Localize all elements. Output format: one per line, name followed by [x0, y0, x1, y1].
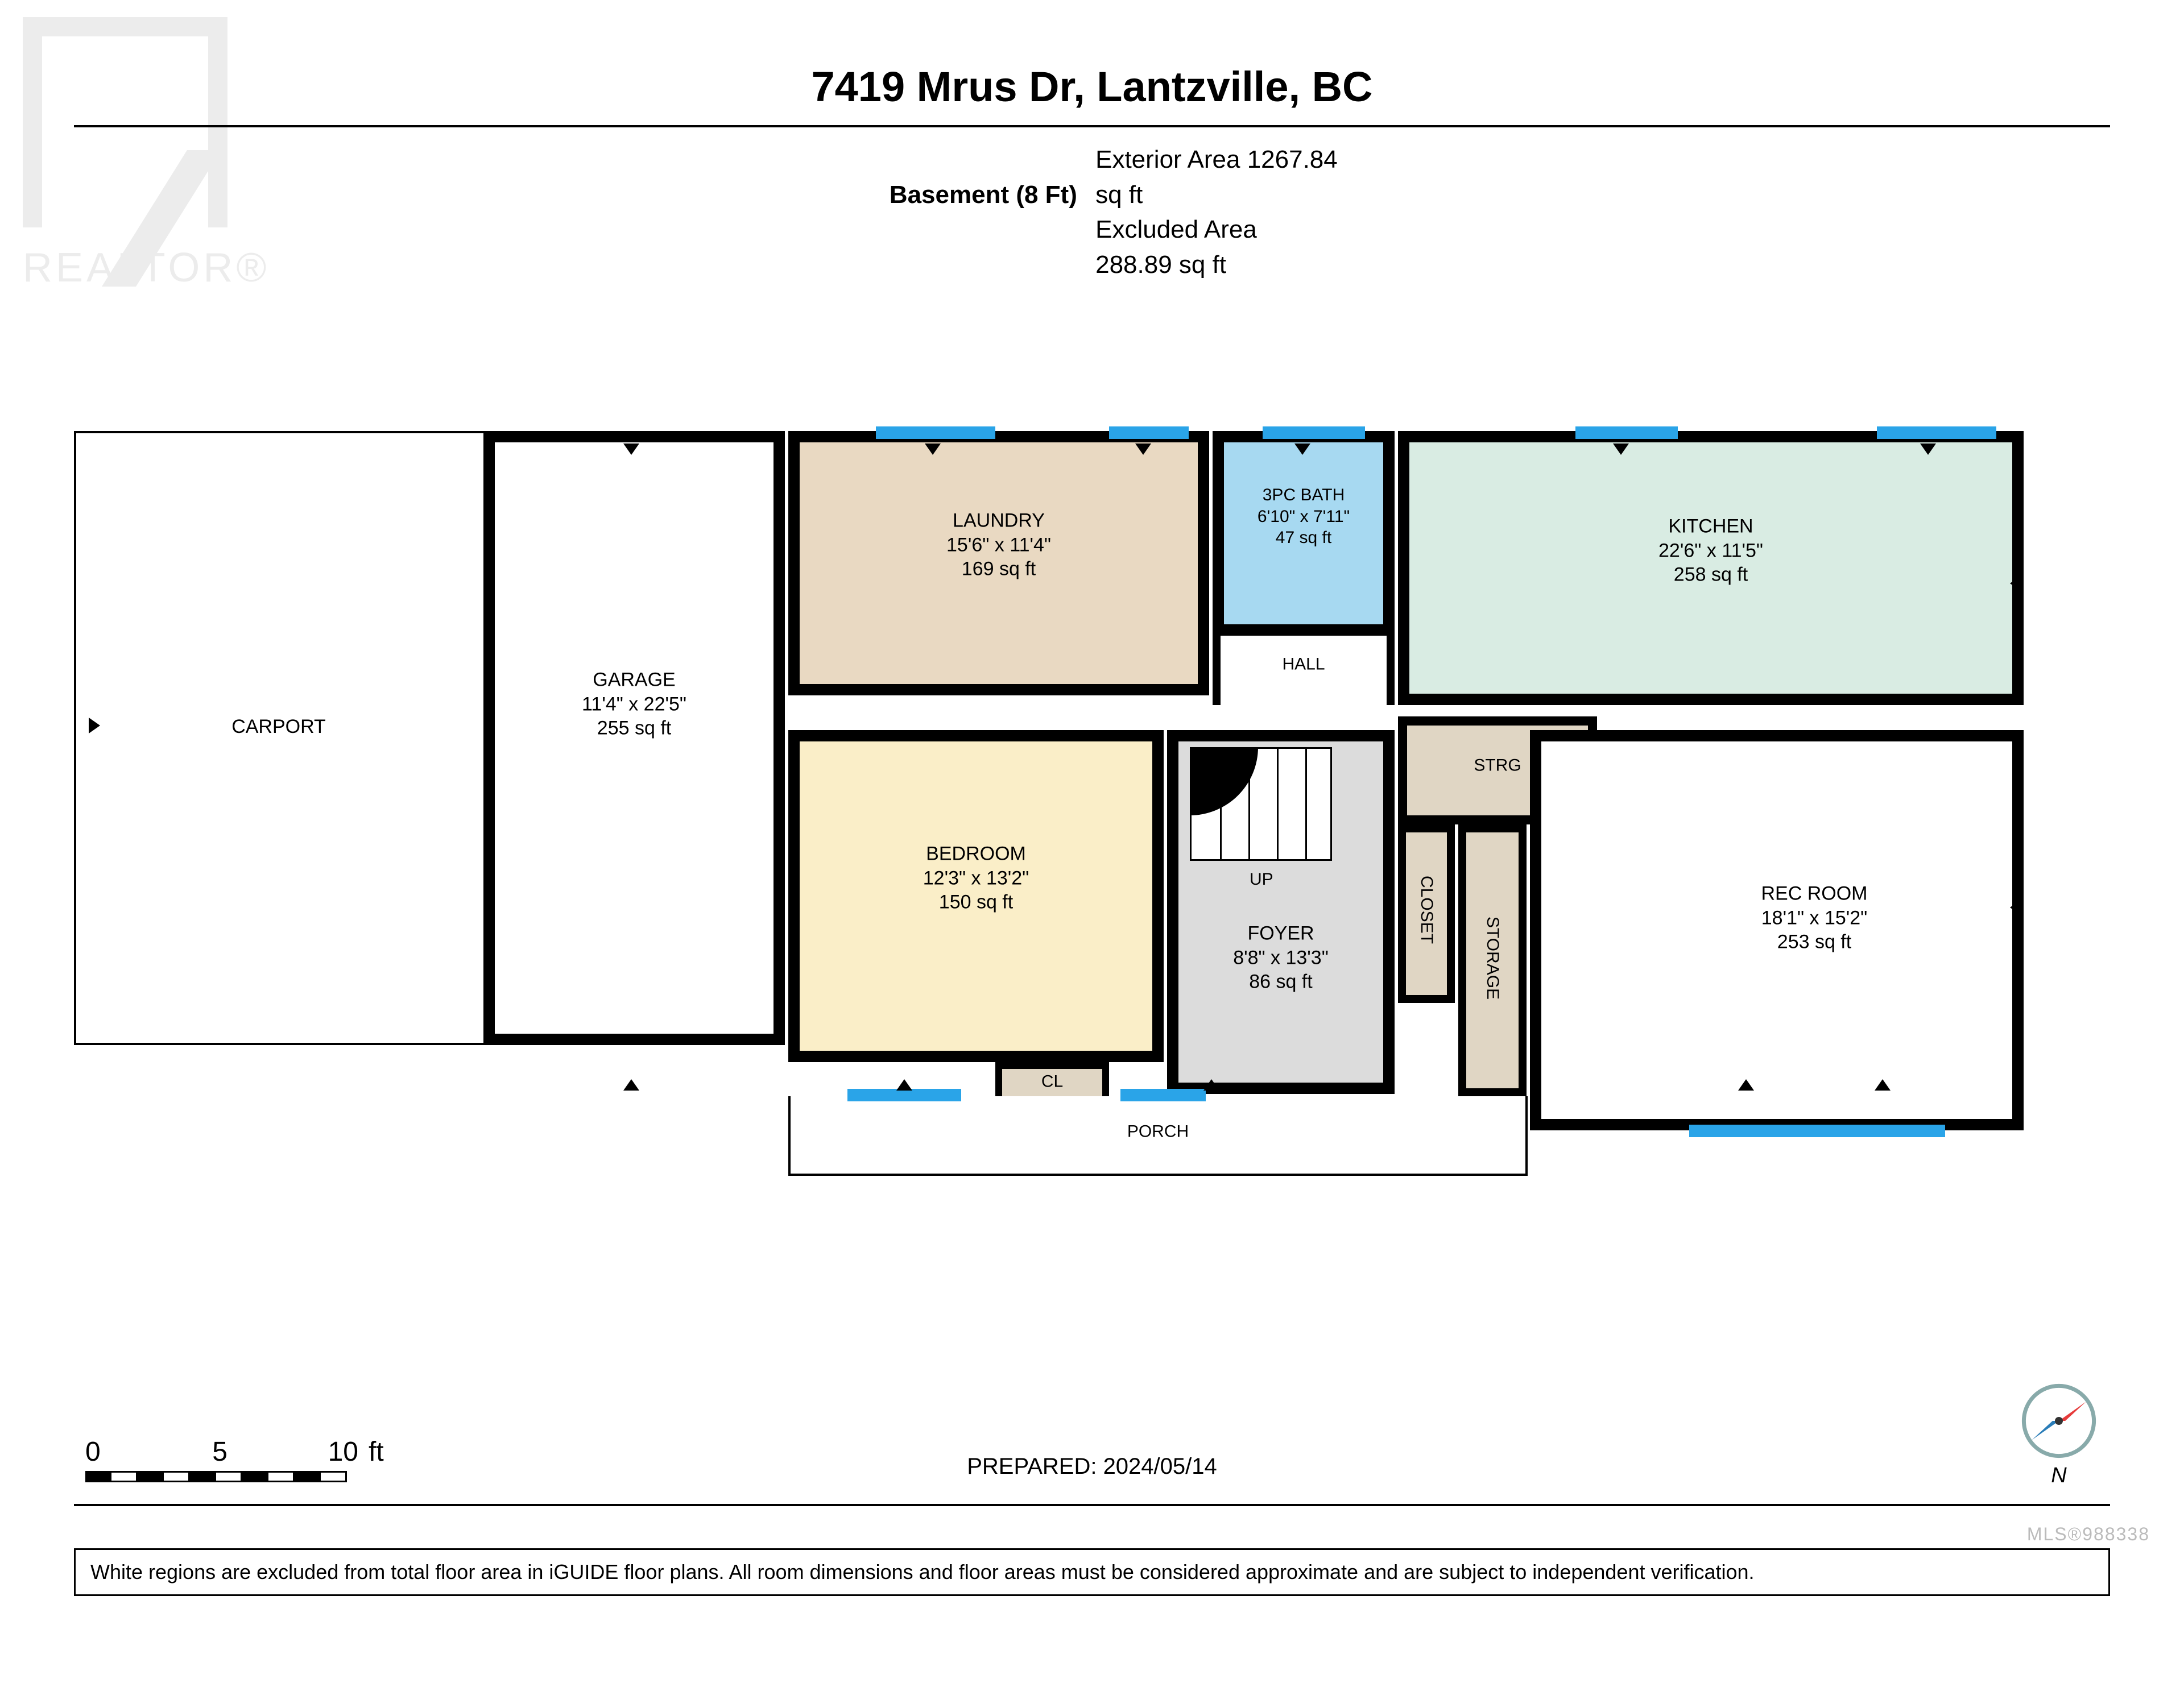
wall-arrow: [1613, 443, 1629, 455]
window: [876, 426, 995, 439]
wall-arrow: [1875, 1079, 1891, 1091]
room-label-porch: PORCH: [1127, 1121, 1189, 1142]
floor-plan: CARPORT GARAGE11'4" x 22'5"255 sq ft LAUND…: [74, 421, 2110, 1217]
stairs: [1190, 747, 1332, 861]
wall-arrow: [89, 718, 100, 733]
compass-icon: N: [2019, 1381, 2099, 1488]
room-label-rec: REC ROOM18'1" x 15'2"253 sq ft: [1761, 881, 1868, 954]
prepared-line: PREPARED: 2024/05/14: [967, 1454, 1217, 1479]
page-title: 7419 Mrus Dr, Lantzville, BC: [811, 63, 1372, 111]
wall-arrow: [1738, 1079, 1754, 1091]
stairs-label: UP: [1250, 870, 1273, 889]
level-label: Basement (8 Ft): [890, 181, 1077, 209]
disclaimer: White regions are excluded from total fl…: [74, 1548, 2110, 1596]
room-label-laundry: LAUNDRY15'6" x 11'4"169 sq ft: [946, 508, 1051, 581]
footer-rule: [74, 1504, 2110, 1506]
window: [1120, 1089, 1206, 1101]
wall-arrow: [2010, 575, 2021, 591]
window: [1263, 426, 1365, 439]
room-label-kitchen: KITCHEN22'6" x 11'5"258 sq ft: [1658, 514, 1763, 587]
room-label-carport: CARPORT: [231, 715, 326, 739]
room-label-hall: HALL: [1282, 653, 1325, 675]
wall-arrow: [925, 443, 941, 455]
wall-arrow: [2010, 900, 2021, 915]
wall-arrow: [896, 1079, 912, 1091]
window: [1689, 1125, 1945, 1137]
room-label-strg: STRG: [1474, 755, 1521, 776]
wall-arrow: [1294, 443, 1310, 455]
room-label-storage2: STORAGE: [1482, 917, 1503, 1000]
room-label-closet: CLOSET: [1416, 876, 1437, 944]
mls-mark: MLS®988338: [2027, 1524, 2150, 1545]
room-label-cl: CL: [1041, 1071, 1063, 1092]
window: [1877, 426, 1996, 439]
window: [1575, 426, 1678, 439]
room-label-bath: 3PC BATH6'10" x 7'11"47 sq ft: [1258, 484, 1350, 549]
room-label-garage: GARAGE11'4" x 22'5"255 sq ft: [582, 668, 686, 740]
wall-arrow: [1135, 443, 1151, 455]
wall-arrow: [623, 443, 639, 455]
window: [847, 1089, 961, 1101]
wall-arrow: [1920, 443, 1936, 455]
wall-arrow: [623, 1079, 639, 1091]
room-label-bedroom: BEDROOM12'3" x 13'2"150 sq ft: [923, 842, 1029, 914]
subheader: Basement (8 Ft) Exterior Area 1267.84 sq…: [0, 142, 2184, 282]
room-label-foyer: FOYER8'8" x 13'3"86 sq ft: [1233, 921, 1329, 994]
header-rule: [74, 125, 2110, 127]
window: [1109, 426, 1189, 439]
scale-bar: 0510ft: [85, 1436, 384, 1482]
wall-arrow: [1203, 1079, 1219, 1091]
